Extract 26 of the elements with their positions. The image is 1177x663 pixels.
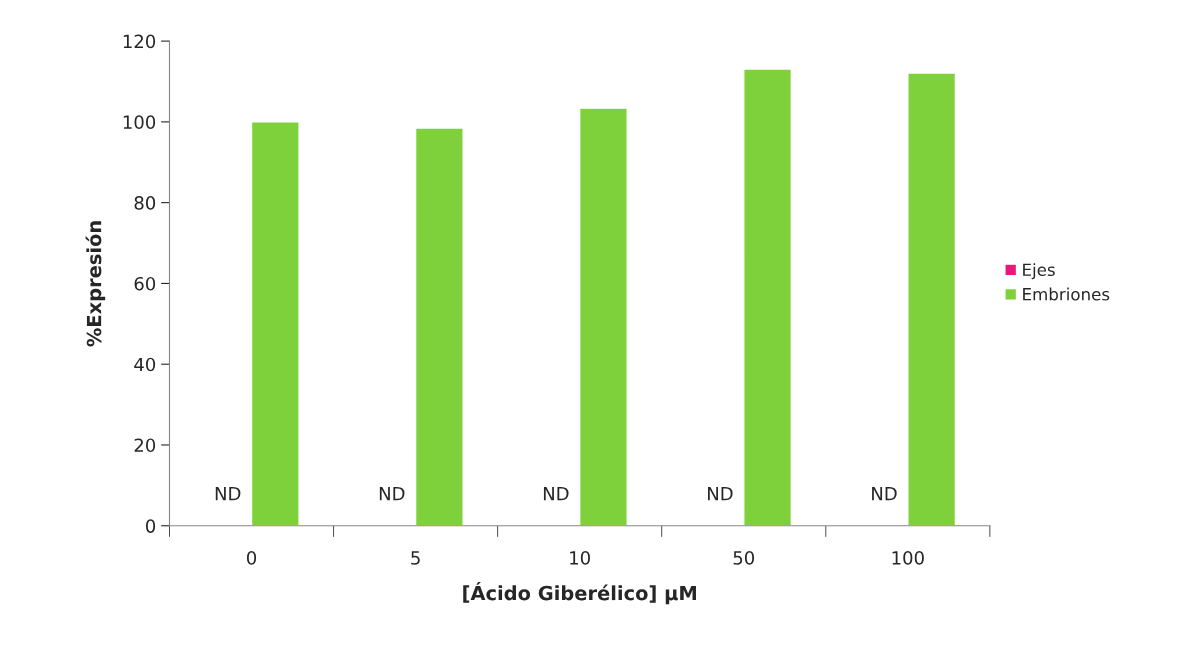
bar <box>414 127 464 526</box>
x-tick-label: 0 <box>246 551 257 565</box>
legend-label: Ejes <box>1023 263 1055 280</box>
x-tick-label: 50 <box>733 551 755 565</box>
legend-label: Embriones <box>1023 287 1110 301</box>
text: ND <box>872 487 897 501</box>
text: ND <box>215 487 241 501</box>
y-tick-label: 0 <box>146 519 156 533</box>
y-tick-label: 100 <box>123 115 156 129</box>
y-tick-label: 80 <box>134 196 156 210</box>
bar <box>250 121 300 526</box>
text: ND <box>543 487 569 501</box>
y-axis-title: %Expresión <box>85 221 106 347</box>
x-tick-label: 5 <box>411 551 420 565</box>
y-tick-label: 20 <box>134 438 156 453</box>
bar <box>907 72 957 526</box>
x-tick-label: 10 <box>570 551 590 565</box>
x-tick-label: 100 <box>892 551 924 565</box>
text: ND <box>379 487 405 501</box>
y-tick-label: 120 <box>123 34 156 49</box>
y-tick-label: 40 <box>134 357 156 372</box>
x-axis-title: [Ácido Giberélico] µM <box>463 582 696 605</box>
text: ND <box>708 487 733 501</box>
bar <box>743 68 793 526</box>
bar <box>578 107 628 526</box>
y-tick-label: 60 <box>134 276 156 291</box>
